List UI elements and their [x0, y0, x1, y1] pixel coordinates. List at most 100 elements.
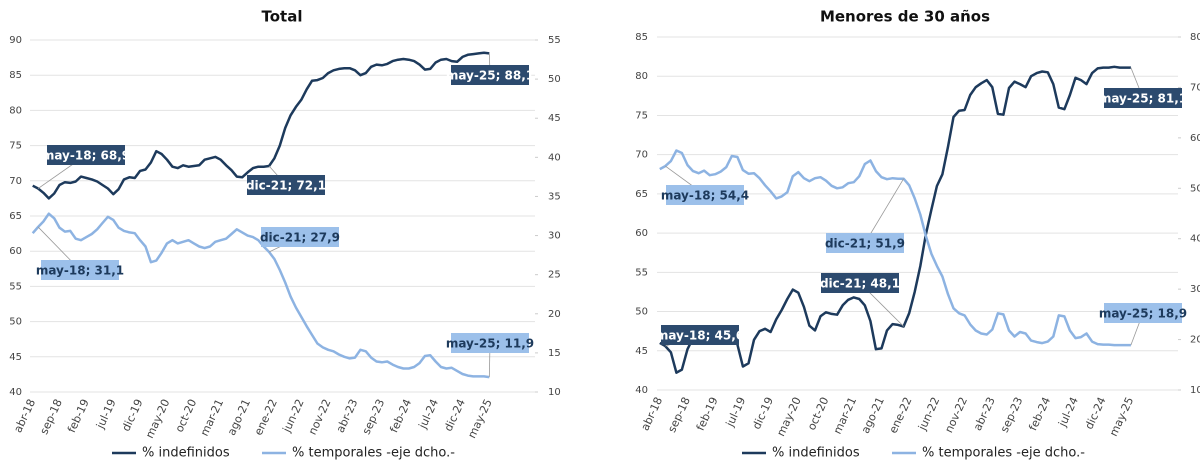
- data-label: dic-21; 48,1: [820, 277, 900, 291]
- y2-tick-label: 40: [548, 152, 561, 163]
- y-tick-label: 50: [9, 317, 22, 328]
- y-tick-label: 70: [635, 150, 648, 161]
- x-tick-label: sep-18: [665, 395, 693, 434]
- y-tick-label: 65: [635, 189, 648, 200]
- y2-tick-label: 50: [548, 74, 561, 85]
- x-tick-label: feb-19: [65, 397, 92, 435]
- y2-tick-label: 80: [1190, 32, 1200, 43]
- label-box: [247, 175, 325, 195]
- x-tick-label: jul-19: [723, 395, 748, 430]
- label-box: [451, 333, 529, 353]
- series-line: [659, 149, 1131, 347]
- y-tick-label: 45: [9, 352, 22, 363]
- x-tick-label: dic-24: [1082, 395, 1108, 431]
- y-tick-label: 85: [635, 32, 648, 43]
- y-tick-label: 90: [9, 35, 22, 46]
- x-tick-label: jun-22: [280, 397, 307, 435]
- y-tick-label: 85: [9, 70, 22, 81]
- x-tick-label: mar-21: [831, 395, 859, 436]
- x-tick-label: may-20: [774, 395, 803, 438]
- y2-tick-label: 10: [548, 387, 561, 398]
- x-tick-label: sep-18: [37, 397, 65, 436]
- x-tick-label: abr-18: [638, 395, 665, 433]
- data-label: may-18; 54,4: [661, 189, 749, 203]
- label-box: [661, 325, 739, 345]
- x-tick-label: may-20: [143, 397, 172, 440]
- label-box: [41, 260, 119, 280]
- y-tick-label: 55: [635, 267, 648, 278]
- x-tick-label: dic-24: [442, 397, 468, 433]
- y-tick-label: 45: [635, 346, 648, 357]
- y-tick-label: 65: [9, 211, 22, 222]
- x-tick-label: sep-23: [998, 395, 1026, 434]
- label-box: [821, 273, 899, 293]
- y-tick-label: 60: [635, 228, 648, 239]
- legend-label: % temporales -eje dcho.-: [922, 446, 1085, 461]
- y2-tick-label: 30: [1190, 284, 1200, 295]
- x-tick-label: jun-22: [915, 395, 942, 433]
- chart-title: Menores de 30 años: [820, 8, 990, 26]
- label-box: [826, 233, 904, 253]
- data-label: dic-21; 27,9: [260, 231, 340, 245]
- label-box: [1104, 303, 1182, 323]
- y-tick-label: 80: [9, 105, 22, 116]
- x-tick-label: sep-23: [360, 397, 388, 436]
- panel: Total 40 45 50 55 60 65 70 75 80 85 90 10 15 20 25 30 35 4…: [9, 8, 560, 461]
- y2-tick-label: 20: [548, 309, 561, 320]
- x-tick-label: jul-24: [416, 397, 441, 432]
- y-tick-label: 40: [635, 385, 648, 396]
- x-tick-label: abr-23: [971, 395, 998, 433]
- x-tick-label: abr-18: [11, 397, 38, 435]
- y2-tick-label: 25: [548, 270, 561, 281]
- label-box: [47, 145, 125, 165]
- data-label: may-25; 88,1: [446, 69, 534, 83]
- y2-tick-label: 20: [1190, 335, 1200, 346]
- x-tick-label: mar-21: [198, 397, 226, 438]
- legend-label: % indefinidos: [772, 446, 860, 461]
- x-tick-label: oct-20: [173, 397, 200, 434]
- legend-label: % indefinidos: [142, 446, 230, 461]
- series-line: [659, 65, 1131, 374]
- data-label: may-18; 31,1: [36, 264, 124, 278]
- y-tick-label: 75: [635, 110, 648, 121]
- x-tick-label: feb-19: [694, 395, 721, 433]
- data-label: dic-21; 72,1: [246, 179, 326, 193]
- label-box: [261, 227, 339, 247]
- x-tick-label: ene-22: [252, 397, 280, 437]
- x-tick-label: nov-22: [306, 397, 334, 437]
- x-tick-label: dic-19: [119, 397, 145, 433]
- label-box: [666, 185, 744, 205]
- x-tick-label: jul-24: [1056, 395, 1081, 430]
- x-tick-label: ene-22: [887, 395, 915, 435]
- x-tick-label: may-25: [465, 397, 494, 440]
- legend-label: % temporales -eje dcho.-: [292, 446, 455, 461]
- y-tick-label: 75: [9, 141, 22, 152]
- y2-tick-label: 15: [548, 348, 561, 359]
- data-label: may-25; 11,9: [446, 337, 534, 351]
- y2-tick-label: 70: [1190, 82, 1200, 93]
- series-line: [32, 51, 490, 200]
- data-label: may-25; 81,1: [1099, 92, 1187, 106]
- x-tick-label: may-25: [1107, 395, 1136, 438]
- x-tick-label: oct-20: [805, 395, 832, 432]
- label-box: [451, 65, 529, 85]
- y-tick-label: 60: [9, 246, 22, 257]
- y2-tick-label: 55: [548, 35, 561, 46]
- chart-title: Total: [262, 8, 303, 26]
- y-tick-label: 55: [9, 281, 22, 292]
- data-label: may-18; 68,9: [42, 149, 130, 163]
- x-tick-label: jul-19: [93, 397, 118, 432]
- y2-tick-label: 30: [548, 231, 561, 242]
- y2-tick-label: 50: [1190, 183, 1200, 194]
- y2-tick-label: 45: [548, 113, 561, 124]
- x-tick-label: dic-19: [750, 395, 776, 431]
- x-tick-label: abr-23: [334, 397, 361, 435]
- y-tick-label: 80: [635, 71, 648, 82]
- y-tick-label: 70: [9, 176, 22, 187]
- panel: Menores de 30 años 40 45 50 55 60 65 70 75 80 85 10…: [635, 8, 1200, 461]
- x-tick-label: ago-21: [859, 395, 887, 436]
- y2-tick-label: 35: [548, 191, 561, 202]
- y-tick-label: 40: [9, 387, 22, 398]
- x-tick-label: feb-24: [1026, 395, 1053, 433]
